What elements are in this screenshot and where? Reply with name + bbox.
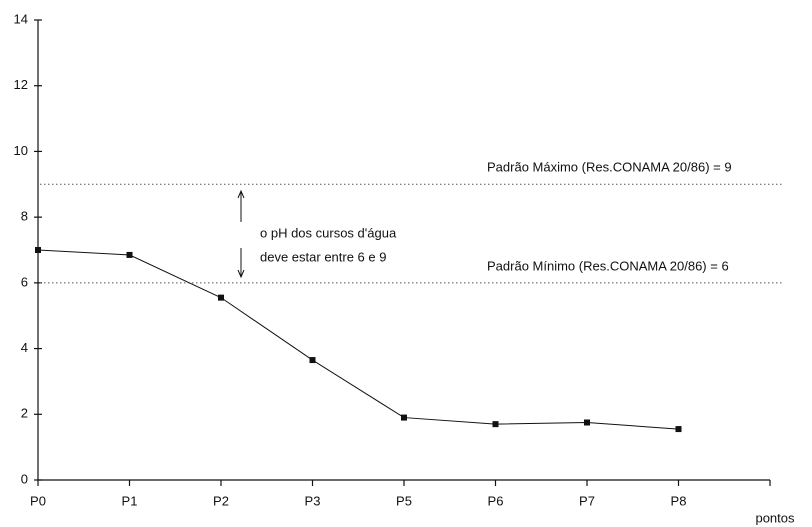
data-point xyxy=(218,294,224,301)
x-tick-label: P5 xyxy=(396,493,412,508)
data-point xyxy=(401,414,407,421)
data-point xyxy=(675,426,682,433)
x-tick-label: P2 xyxy=(213,493,229,508)
x-tick-label: P1 xyxy=(122,493,138,508)
reference-label: Padrão Máximo (Res.CONAMA 20/86) = 9 xyxy=(487,160,732,175)
reference-label: Padrão Mínimo (Res.CONAMA 20/86) = 6 xyxy=(487,258,729,273)
x-axis-label: pontos xyxy=(755,510,795,525)
data-point xyxy=(309,357,316,364)
annotation: o pH dos cursos d'água xyxy=(260,225,397,240)
y-tick-label: 0 xyxy=(21,471,28,486)
data-point xyxy=(126,251,133,258)
data-point xyxy=(492,421,499,428)
y-tick-label: 10 xyxy=(14,143,28,158)
x-tick-label: P3 xyxy=(305,493,321,508)
data-point xyxy=(584,419,590,426)
annotation-arrows xyxy=(237,189,245,279)
x-tick-label: P0 xyxy=(30,493,46,508)
y-tick-label: 4 xyxy=(21,340,28,355)
y-tick-label: 2 xyxy=(21,406,28,421)
y-tick-label: 6 xyxy=(21,274,28,289)
y-tick-label: 14 xyxy=(14,11,28,26)
x-tick-label: P7 xyxy=(579,493,595,508)
annotation: deve estar entre 6 e 9 xyxy=(260,249,386,264)
y-tick-label: 8 xyxy=(21,209,28,224)
y-tick-label: 12 xyxy=(14,77,28,92)
x-tick-label: P6 xyxy=(488,493,504,508)
data-point xyxy=(35,247,41,253)
data-line xyxy=(37,249,679,430)
x-tick-label: P8 xyxy=(671,493,687,508)
